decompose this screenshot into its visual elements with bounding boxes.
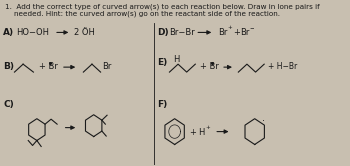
Text: + Br: + Br — [201, 62, 219, 71]
Text: B): B) — [3, 62, 14, 71]
Text: Br: Br — [102, 62, 112, 71]
Text: Br: Br — [218, 28, 227, 38]
Text: +: + — [205, 125, 210, 130]
Text: D): D) — [158, 28, 169, 38]
Text: +: + — [189, 128, 196, 137]
Text: Br: Br — [240, 28, 250, 38]
Text: + Br: + Br — [38, 62, 57, 71]
Text: +: + — [233, 28, 240, 38]
Text: needed. Hint: the curved arrow(s) go on the reactant side of the reaction.: needed. Hint: the curved arrow(s) go on … — [5, 11, 280, 17]
Text: + H−Br: + H−Br — [268, 62, 297, 71]
Text: HO−OH: HO−OH — [16, 28, 49, 38]
Text: F): F) — [158, 100, 168, 109]
Text: A): A) — [3, 28, 14, 38]
Text: −: − — [250, 26, 254, 31]
Text: H: H — [198, 128, 204, 137]
Text: E): E) — [158, 58, 168, 67]
Text: Br−Br: Br−Br — [169, 28, 195, 38]
Text: +: + — [227, 26, 232, 31]
Text: 1.  Add the correct type of curved arrow(s) to each reaction below. Draw in lone: 1. Add the correct type of curved arrow(… — [5, 4, 320, 10]
Text: C): C) — [3, 100, 14, 109]
Text: ·: · — [262, 116, 265, 126]
Text: H: H — [173, 55, 179, 64]
Text: 2 ÖH: 2 ÖH — [74, 28, 95, 38]
